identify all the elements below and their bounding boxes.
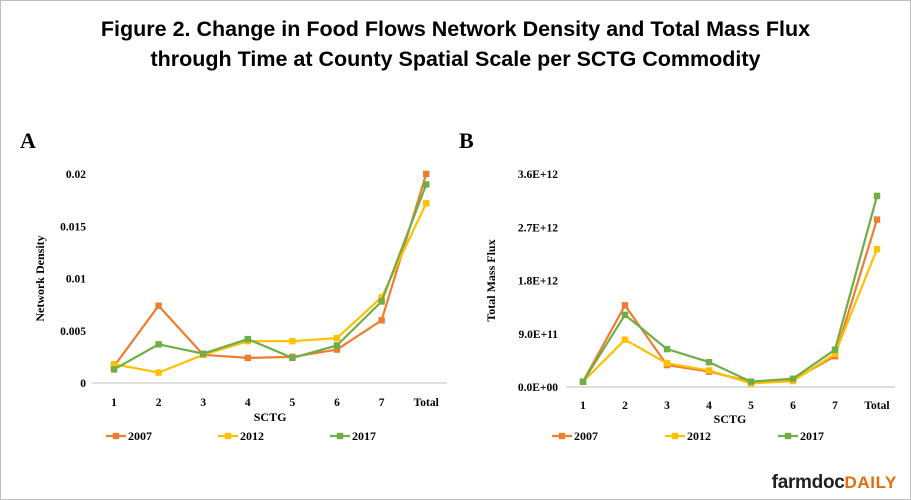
panel-b-y-tick-label: 3.6E+12	[518, 169, 558, 181]
panel-b-series-2017-point	[663, 345, 671, 353]
panel-b-series-2012-point	[621, 336, 629, 343]
panel-a-legend-marker-2017	[336, 432, 344, 440]
panel-a-x-tick-label: Total	[414, 397, 439, 409]
panel-a-legend-marker-2012	[224, 432, 232, 440]
panel-a-series-2007-point	[155, 302, 162, 309]
panel-b-legend-label-2007: 2007	[574, 429, 598, 443]
logo-part-1: farmdoc	[771, 472, 845, 493]
panel-b-legend-marker-2007	[558, 432, 566, 440]
panel-b-x-tick-label: 1	[580, 400, 586, 412]
panel-a-series-2012-point	[110, 360, 118, 368]
panel-b-legend-label-2017: 2017	[800, 429, 824, 443]
panel-a-series-2017-point	[244, 335, 251, 343]
panel-b-series-2017-point	[873, 192, 881, 200]
panel-a-letter: A	[20, 128, 36, 153]
figure-title-line-1: Figure 2. Change in Food Flows Network D…	[100, 17, 811, 41]
panel-b-x-tick-label: Total	[864, 400, 889, 412]
panel-b-legend-marker-2012	[671, 432, 679, 440]
panel-b-series-2017-point	[621, 311, 629, 319]
panel-b-y-tick-label: 9.0E+11	[519, 329, 559, 341]
panel-a-x-tick-label: 7	[379, 397, 385, 409]
logo-part-2: DAILY	[844, 473, 897, 492]
panel-b-series-2017-point	[579, 378, 587, 385]
panel-a-series-2007-point	[333, 346, 341, 353]
panel-a-legend-marker-2007	[112, 432, 120, 440]
panel-a-series-2007-point	[244, 354, 251, 362]
panel-a-series-2012-point	[155, 369, 162, 376]
panel-a-series-2017-point	[333, 342, 341, 349]
panel-a-series-2007-point	[423, 170, 430, 178]
panel-a-series-2007-point	[378, 317, 385, 324]
panel-a-x-axis-title: SCTG	[254, 410, 287, 424]
panel-a-series-2017-point	[423, 181, 430, 188]
panel-a-series-2017-point	[289, 354, 296, 362]
panel-b-series-2012-point	[873, 245, 881, 253]
panel-b-x-tick-label: 7	[832, 400, 838, 412]
panel-a-series-2017-point	[200, 350, 207, 357]
panel-a-series-2012-point	[378, 294, 385, 301]
panel-a-x-tick-label: 6	[334, 397, 340, 409]
panel-a-y-tick-label: 0.01	[66, 274, 86, 286]
panel-b-series-2017-point	[789, 375, 797, 382]
panel-b-x-tick-label: 4	[706, 400, 712, 412]
panel-a-series-2017-point	[378, 298, 385, 305]
panel-b-series-2017-line	[582, 195, 879, 383]
panel-a-legend-label-2017: 2017	[352, 429, 376, 443]
panel-a-x-tick-label: 4	[245, 397, 251, 409]
panel-b-x-tick-label: 3	[664, 400, 670, 412]
panel-b-y-tick-label: 0.0E+00	[518, 382, 558, 394]
panel-a-y-tick-label: 0.005	[60, 326, 86, 338]
panel-b-legend-marker-2017	[784, 432, 792, 440]
panel-a-x-tick-label: 5	[290, 397, 296, 409]
panel-b-series-2017-point	[705, 358, 713, 366]
panel-b-y-tick-label: 1.8E+12	[518, 276, 558, 288]
panel-b-series-2017-point	[747, 378, 755, 385]
panel-a-series-2007-line	[113, 173, 428, 367]
panel-a-x-tick-label: 1	[111, 397, 117, 409]
panel-a-y-tick-label: 0.02	[66, 169, 86, 181]
panel-b-y-tick-label: 2.7E+12	[518, 222, 558, 234]
figure-title: Figure 2. Change in Food Flows Network D…	[0, 14, 911, 74]
panel-b-series-2012-line	[582, 248, 879, 385]
panel-b-y-axis-title: Total Mass Flux	[484, 239, 498, 321]
panel-a-series-2012-line	[113, 202, 428, 374]
panel-a-y-tick-label: 0	[80, 378, 86, 390]
panel-a-x-tick-label: 2	[156, 397, 162, 409]
panel-b-series-2012-point	[831, 350, 839, 358]
panel-a-x-tick-label: 3	[200, 397, 206, 409]
panel-b-series-2007-point	[873, 216, 881, 223]
panel-b-series-2017-point	[831, 346, 839, 353]
panel-b-letter: B	[459, 128, 474, 153]
panel-a-legend-label-2012: 2012	[240, 429, 264, 443]
panel-a-series-2017-point	[110, 366, 118, 373]
panel-b-series-2012-point	[663, 360, 671, 367]
figure-title-line-2: through Time at County Spatial Scale per…	[150, 47, 761, 71]
panel-a-series-2012-point	[423, 200, 430, 207]
farmdoc-daily-logo: farmdocDAILY	[772, 472, 897, 494]
panel-a-series-2012-point	[333, 334, 341, 342]
panel-b-series-2007-point	[621, 302, 629, 309]
panel-a-series-2017-point	[155, 341, 162, 348]
panel-a-y-tick-label: 0.015	[60, 221, 86, 233]
panel-b-series-2012-point	[705, 367, 713, 374]
panel-b-x-tick-label: 5	[748, 400, 754, 412]
panel-b-x-tick-label: 6	[790, 400, 796, 412]
panel-b-legend-label-2012: 2012	[687, 429, 711, 443]
panel-b-x-axis-title: SCTG	[714, 412, 747, 426]
panel-a-series-2012-point	[289, 338, 296, 345]
panel-a-series-2017-line	[113, 184, 428, 371]
panel-a-y-axis-title: Network Density	[33, 235, 47, 321]
panel-b-x-tick-label: 2	[622, 400, 628, 412]
panel-a-legend-label-2007: 2007	[128, 429, 152, 443]
